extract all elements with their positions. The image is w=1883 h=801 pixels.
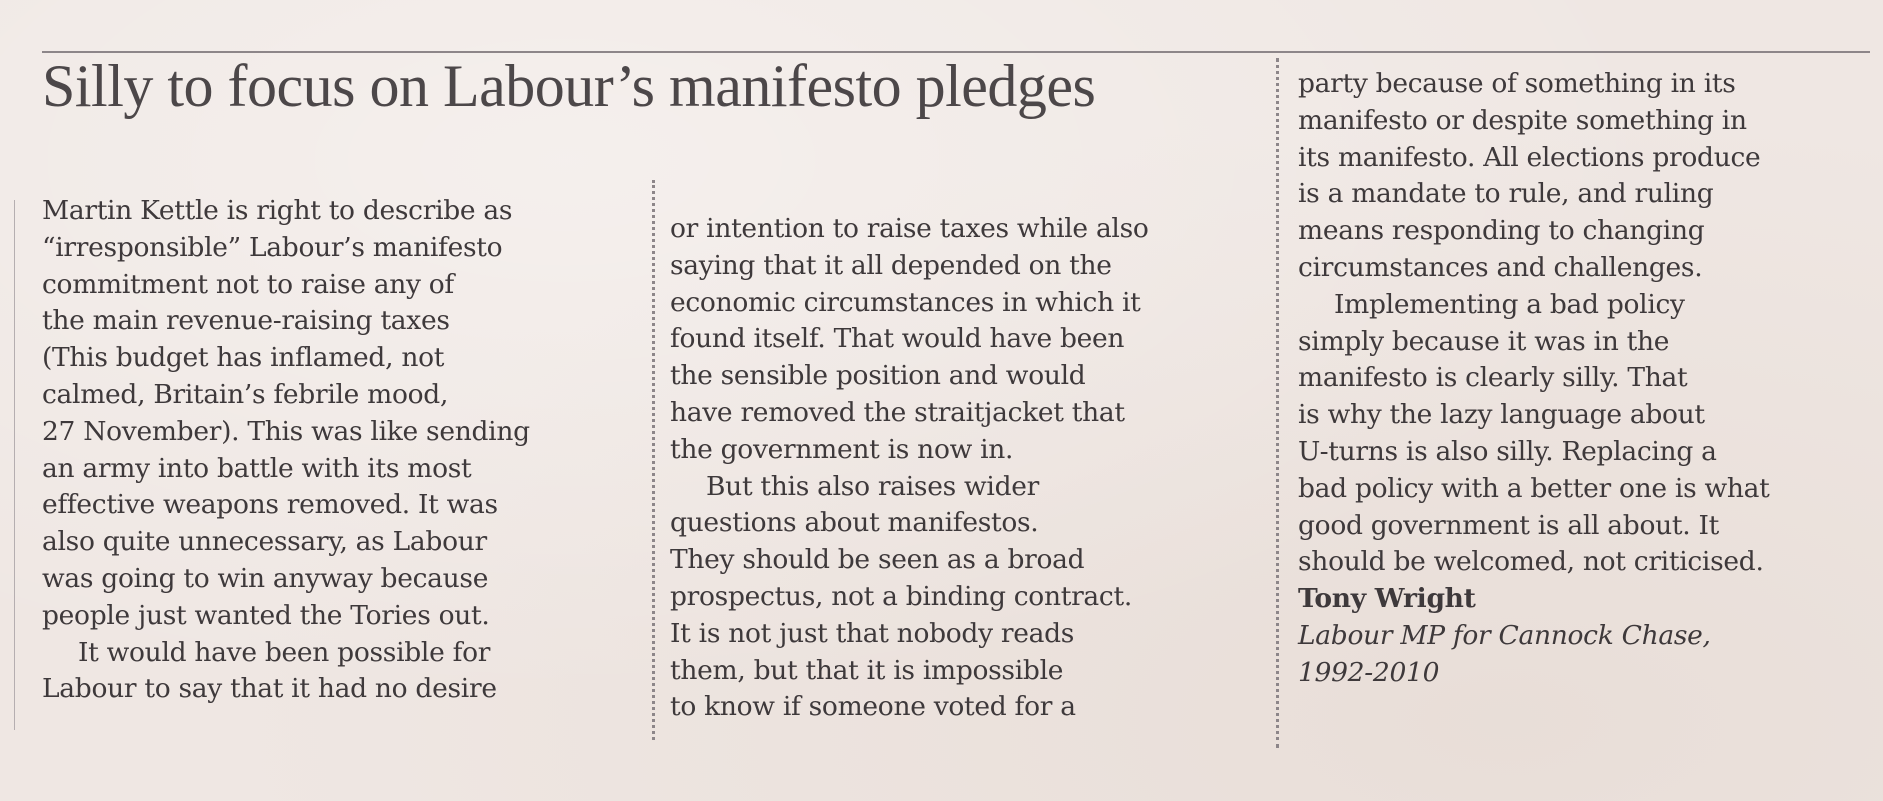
text-line: Implementing a bad policy [1334,288,1685,320]
text-line: commitment not to raise any of [42,268,454,300]
text-line: They should be seen as a broad [670,544,1085,576]
column-3: party because of something in its manifes… [1298,66,1770,692]
text-line: manifesto or despite something in [1298,104,1747,136]
text-line: good government is all about. It [1298,509,1719,541]
text-line: (This budget has inflamed, not [42,342,445,374]
text-line: It would have been possible for [78,636,491,668]
text-line: should be welcomed, not criticised. [1298,546,1764,578]
text-line: manifesto is clearly silly. That [1298,362,1688,394]
text-line: is a mandate to rule, and ruling [1298,178,1714,210]
text-line: or intention to raise taxes while also [670,213,1149,244]
text-line: saying that it all depended on the [670,249,1112,281]
text-line: circumstances and challenges. [1298,251,1703,283]
text-line: its manifesto. All elections produce [1298,141,1761,173]
text-line: was going to win anyway because [42,562,489,594]
text-line: Labour to say that it had no desire [42,673,497,705]
text-line: them, but that it is impossible [670,654,1064,686]
text-line: party because of something in its [1298,68,1736,99]
text-line: Martin Kettle is right to describe as [42,195,513,226]
text-line: means responding to changing [1298,215,1705,247]
signature-name: Tony Wright [1298,583,1476,615]
text-line: But this also raises wider [706,470,1039,502]
text-line: the sensible position and would [670,360,1086,392]
top-rule [42,51,1870,53]
text-line: questions about manifestos. [670,507,1039,539]
signature-role: Labour MP for Cannock Chase, [1298,619,1711,651]
text-line: also quite unnecessary, as Labour [42,526,487,558]
text-line: the government is now in. [670,433,1014,465]
text-line: U-turns is also silly. Replacing a [1298,435,1717,467]
text-line: is why the lazy language about [1298,399,1705,431]
text-line: have removed the straitjacket that [670,396,1125,428]
column-2: or intention to raise taxes while also sa… [670,211,1149,726]
page-edge-line [14,200,15,730]
text-line: prospectus, not a binding contract. [670,580,1132,612]
text-line: people just wanted the Tories out. [42,599,490,631]
text-line: effective weapons removed. It was [42,489,498,521]
signature-role: 1992-2010 [1298,656,1440,688]
text-line: found itself. That would have been [670,323,1125,355]
text-line: “irresponsible” Labour’s manifesto [42,231,503,263]
text-line: 27 November). This was like sending [42,415,530,447]
text-line: calmed, Britain’s febrile mood, [42,378,449,410]
text-line: simply because it was in the [1298,325,1670,357]
headline: Silly to focus on Labour’s manifesto ple… [42,53,1096,119]
column-divider [652,180,655,740]
text-line: the main revenue-raising taxes [42,305,450,337]
column-1: Martin Kettle is right to describe as “ir… [42,193,530,708]
text-line: to know if someone voted for a [670,691,1076,723]
text-line: It is not just that nobody reads [670,617,1075,649]
text-line: bad policy with a better one is what [1298,472,1770,504]
text-line: an army into battle with its most [42,452,472,484]
column-divider [1276,58,1279,748]
text-line: economic circumstances in which it [670,286,1141,318]
